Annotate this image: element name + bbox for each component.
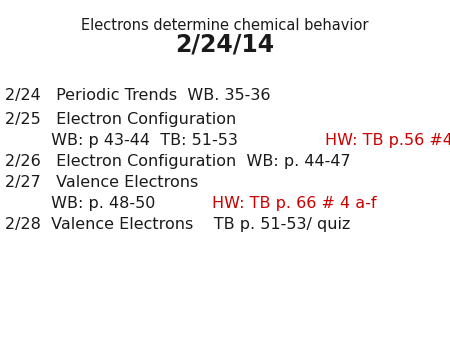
- Text: Electrons determine chemical behavior: Electrons determine chemical behavior: [81, 18, 369, 33]
- Text: 2/24   Periodic Trends  WB. 35-36: 2/24 Periodic Trends WB. 35-36: [5, 88, 270, 103]
- Text: 2/28  Valence Electrons    TB p. 51-53/ quiz: 2/28 Valence Electrons TB p. 51-53/ quiz: [5, 217, 351, 232]
- Text: 2/27   Valence Electrons: 2/27 Valence Electrons: [5, 175, 198, 190]
- Text: 2/26   Electron Configuration  WB: p. 44-47: 2/26 Electron Configuration WB: p. 44-47: [5, 154, 351, 169]
- Text: 2/24/14: 2/24/14: [176, 32, 274, 56]
- Text: HW: TB p. 66 # 4 a-f: HW: TB p. 66 # 4 a-f: [212, 196, 377, 211]
- Text: WB: p 43-44  TB: 51-53: WB: p 43-44 TB: 51-53: [5, 133, 253, 148]
- Text: 2/25   Electron Configuration: 2/25 Electron Configuration: [5, 112, 236, 127]
- Text: HW: TB p.56 #4 a-f: HW: TB p.56 #4 a-f: [325, 133, 450, 148]
- Text: WB: p. 48-50: WB: p. 48-50: [5, 196, 166, 211]
